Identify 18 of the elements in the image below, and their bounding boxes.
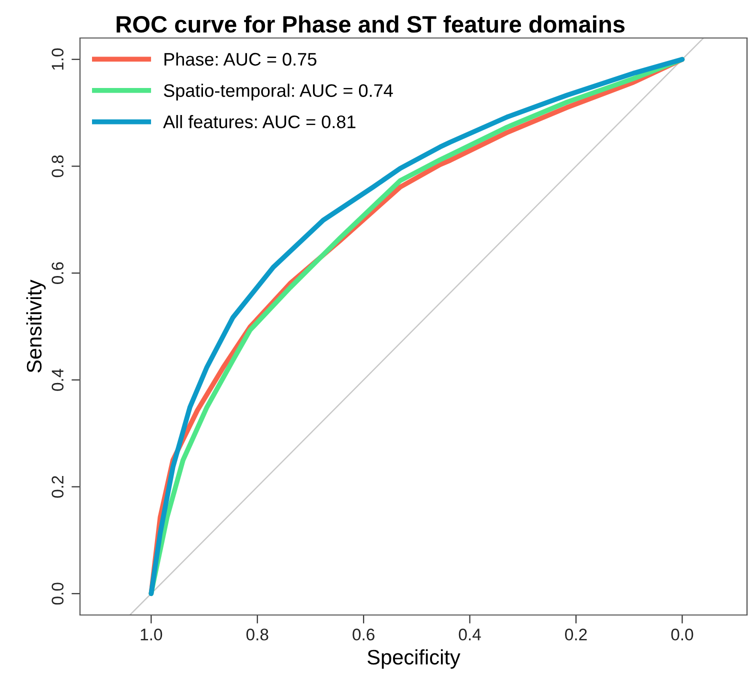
- y-axis-title: Sensitivity: [26, 280, 46, 372]
- y-tick-label: 1.0: [52, 48, 64, 70]
- y-tick-label: 0.2: [52, 476, 64, 498]
- x-axis-title: Specificity: [368, 649, 460, 669]
- y-tick-label: 0.4: [52, 368, 64, 391]
- legend-label: Spatio-temporal: AUC = 0.74: [164, 84, 393, 101]
- x-tick-label: 0.4: [458, 628, 481, 640]
- x-tick-label: 0.0: [671, 628, 694, 640]
- legend-label: All features: AUC = 0.81: [163, 114, 356, 128]
- x-tick-label: 0.2: [565, 628, 587, 640]
- chart-title: ROC curve for Phase and ST feature domains: [116, 15, 625, 33]
- x-tick-label: 0.6: [352, 628, 374, 640]
- y-tick-label: 0.6: [52, 262, 64, 284]
- y-tick-label: 0.0: [52, 582, 64, 605]
- x-tick-label: 1.0: [140, 628, 162, 640]
- y-tick-label: 0.8: [52, 155, 64, 178]
- legend-label: Phase: AUC = 0.75: [164, 52, 316, 66]
- x-tick-label: 0.8: [246, 628, 268, 640]
